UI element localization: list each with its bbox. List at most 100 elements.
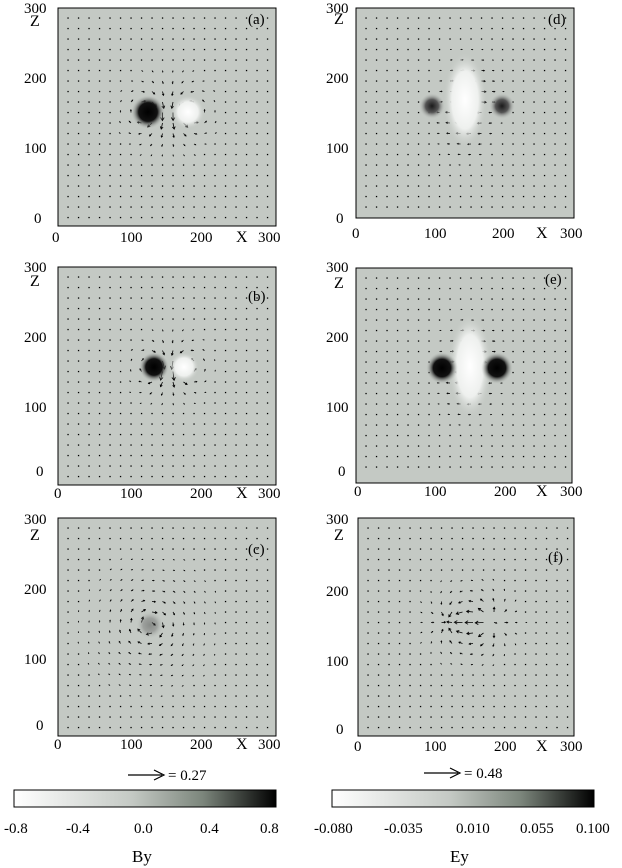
field-vector bbox=[245, 558, 248, 561]
field-vector bbox=[468, 599, 474, 603]
field-vector bbox=[396, 132, 399, 135]
field-vector bbox=[224, 663, 227, 666]
field-vector bbox=[119, 286, 122, 289]
z-axis-label: Z bbox=[334, 527, 344, 544]
field-vector bbox=[367, 548, 369, 550]
field-vector bbox=[470, 38, 472, 40]
field-vector bbox=[235, 80, 237, 82]
field-vector bbox=[67, 621, 69, 624]
field-vector bbox=[396, 195, 399, 198]
field-vector bbox=[109, 328, 111, 331]
field-vector bbox=[554, 403, 556, 405]
field-vector bbox=[503, 705, 506, 708]
y-tick-label: 0 bbox=[34, 211, 42, 227]
field-vector bbox=[224, 38, 227, 40]
field-vector bbox=[162, 580, 166, 582]
field-vector bbox=[141, 589, 145, 592]
field-vector bbox=[512, 413, 514, 416]
field-vector bbox=[128, 663, 132, 665]
field-vector bbox=[120, 579, 123, 581]
field-vector bbox=[564, 424, 567, 426]
field-vector bbox=[266, 185, 269, 187]
field-vector bbox=[266, 621, 269, 624]
field-vector bbox=[98, 726, 101, 729]
field-vector bbox=[533, 277, 535, 279]
field-vector bbox=[470, 308, 474, 311]
field-vector bbox=[193, 695, 195, 697]
field-vector bbox=[88, 569, 90, 571]
field-vector bbox=[109, 276, 111, 278]
field-vector bbox=[98, 391, 101, 394]
field-vector bbox=[88, 164, 90, 166]
field-vector bbox=[428, 434, 430, 437]
field-vector bbox=[109, 132, 111, 135]
field-vector bbox=[524, 705, 527, 708]
field-vector bbox=[407, 308, 409, 311]
field-vector bbox=[388, 590, 390, 592]
field-vector bbox=[386, 466, 388, 468]
field-vector bbox=[98, 360, 101, 362]
field-vector bbox=[88, 716, 90, 718]
field-vector bbox=[151, 433, 153, 436]
field-vector bbox=[98, 80, 101, 82]
field-vector bbox=[67, 391, 69, 394]
field-vector bbox=[130, 527, 132, 529]
field-vector bbox=[533, 319, 535, 321]
field-vector bbox=[512, 164, 514, 166]
field-vector bbox=[224, 195, 227, 198]
field-vector bbox=[419, 579, 422, 582]
field-vector bbox=[514, 579, 516, 582]
field-vector bbox=[535, 611, 537, 613]
field-vector bbox=[256, 90, 258, 93]
field-vector bbox=[419, 590, 422, 592]
field-vector bbox=[409, 716, 411, 718]
field-vector bbox=[566, 558, 569, 561]
field-vector bbox=[428, 350, 430, 353]
field-vector bbox=[172, 559, 176, 561]
field-vector bbox=[245, 38, 248, 40]
field-vector bbox=[564, 195, 567, 198]
field-vector bbox=[88, 185, 90, 187]
field-vector bbox=[67, 695, 69, 697]
field-vector bbox=[428, 277, 430, 279]
field-vector bbox=[130, 17, 132, 19]
field-vector bbox=[148, 133, 153, 137]
field-vector bbox=[467, 153, 472, 156]
colorbar-tick-label: 0.100 bbox=[576, 821, 610, 837]
field-vector bbox=[440, 640, 443, 644]
field-vector bbox=[367, 579, 369, 582]
field-vector bbox=[98, 195, 101, 198]
field-vector bbox=[365, 17, 367, 19]
field-vector bbox=[514, 610, 518, 613]
field-vector bbox=[182, 705, 185, 708]
field-vector bbox=[375, 17, 378, 19]
field-vector bbox=[438, 466, 441, 468]
field-vector bbox=[77, 69, 80, 72]
field-vector bbox=[256, 143, 258, 145]
field-vector bbox=[535, 632, 537, 634]
field-vector bbox=[172, 174, 174, 177]
field-vector bbox=[386, 69, 388, 72]
field-vector bbox=[564, 101, 567, 103]
field-vector bbox=[535, 590, 537, 592]
field-vector bbox=[245, 527, 248, 529]
y-tick-label: 300 bbox=[326, 260, 349, 276]
field-vector bbox=[566, 569, 569, 571]
field-vector bbox=[214, 674, 216, 676]
field-vector bbox=[440, 695, 443, 697]
field-vector bbox=[543, 455, 546, 458]
field-vector bbox=[67, 590, 69, 592]
field-vector bbox=[193, 716, 195, 718]
field-vector bbox=[479, 424, 482, 426]
field-vector bbox=[492, 597, 495, 602]
field-vector bbox=[566, 611, 569, 613]
field-vector bbox=[365, 174, 367, 177]
field-vector bbox=[386, 48, 388, 51]
field-vector bbox=[564, 277, 567, 279]
field-vector bbox=[377, 684, 380, 687]
field-vector bbox=[502, 340, 505, 342]
field-vector bbox=[545, 705, 548, 708]
field-vector bbox=[386, 308, 388, 311]
field-vector bbox=[109, 297, 111, 299]
field-vector bbox=[407, 90, 409, 93]
